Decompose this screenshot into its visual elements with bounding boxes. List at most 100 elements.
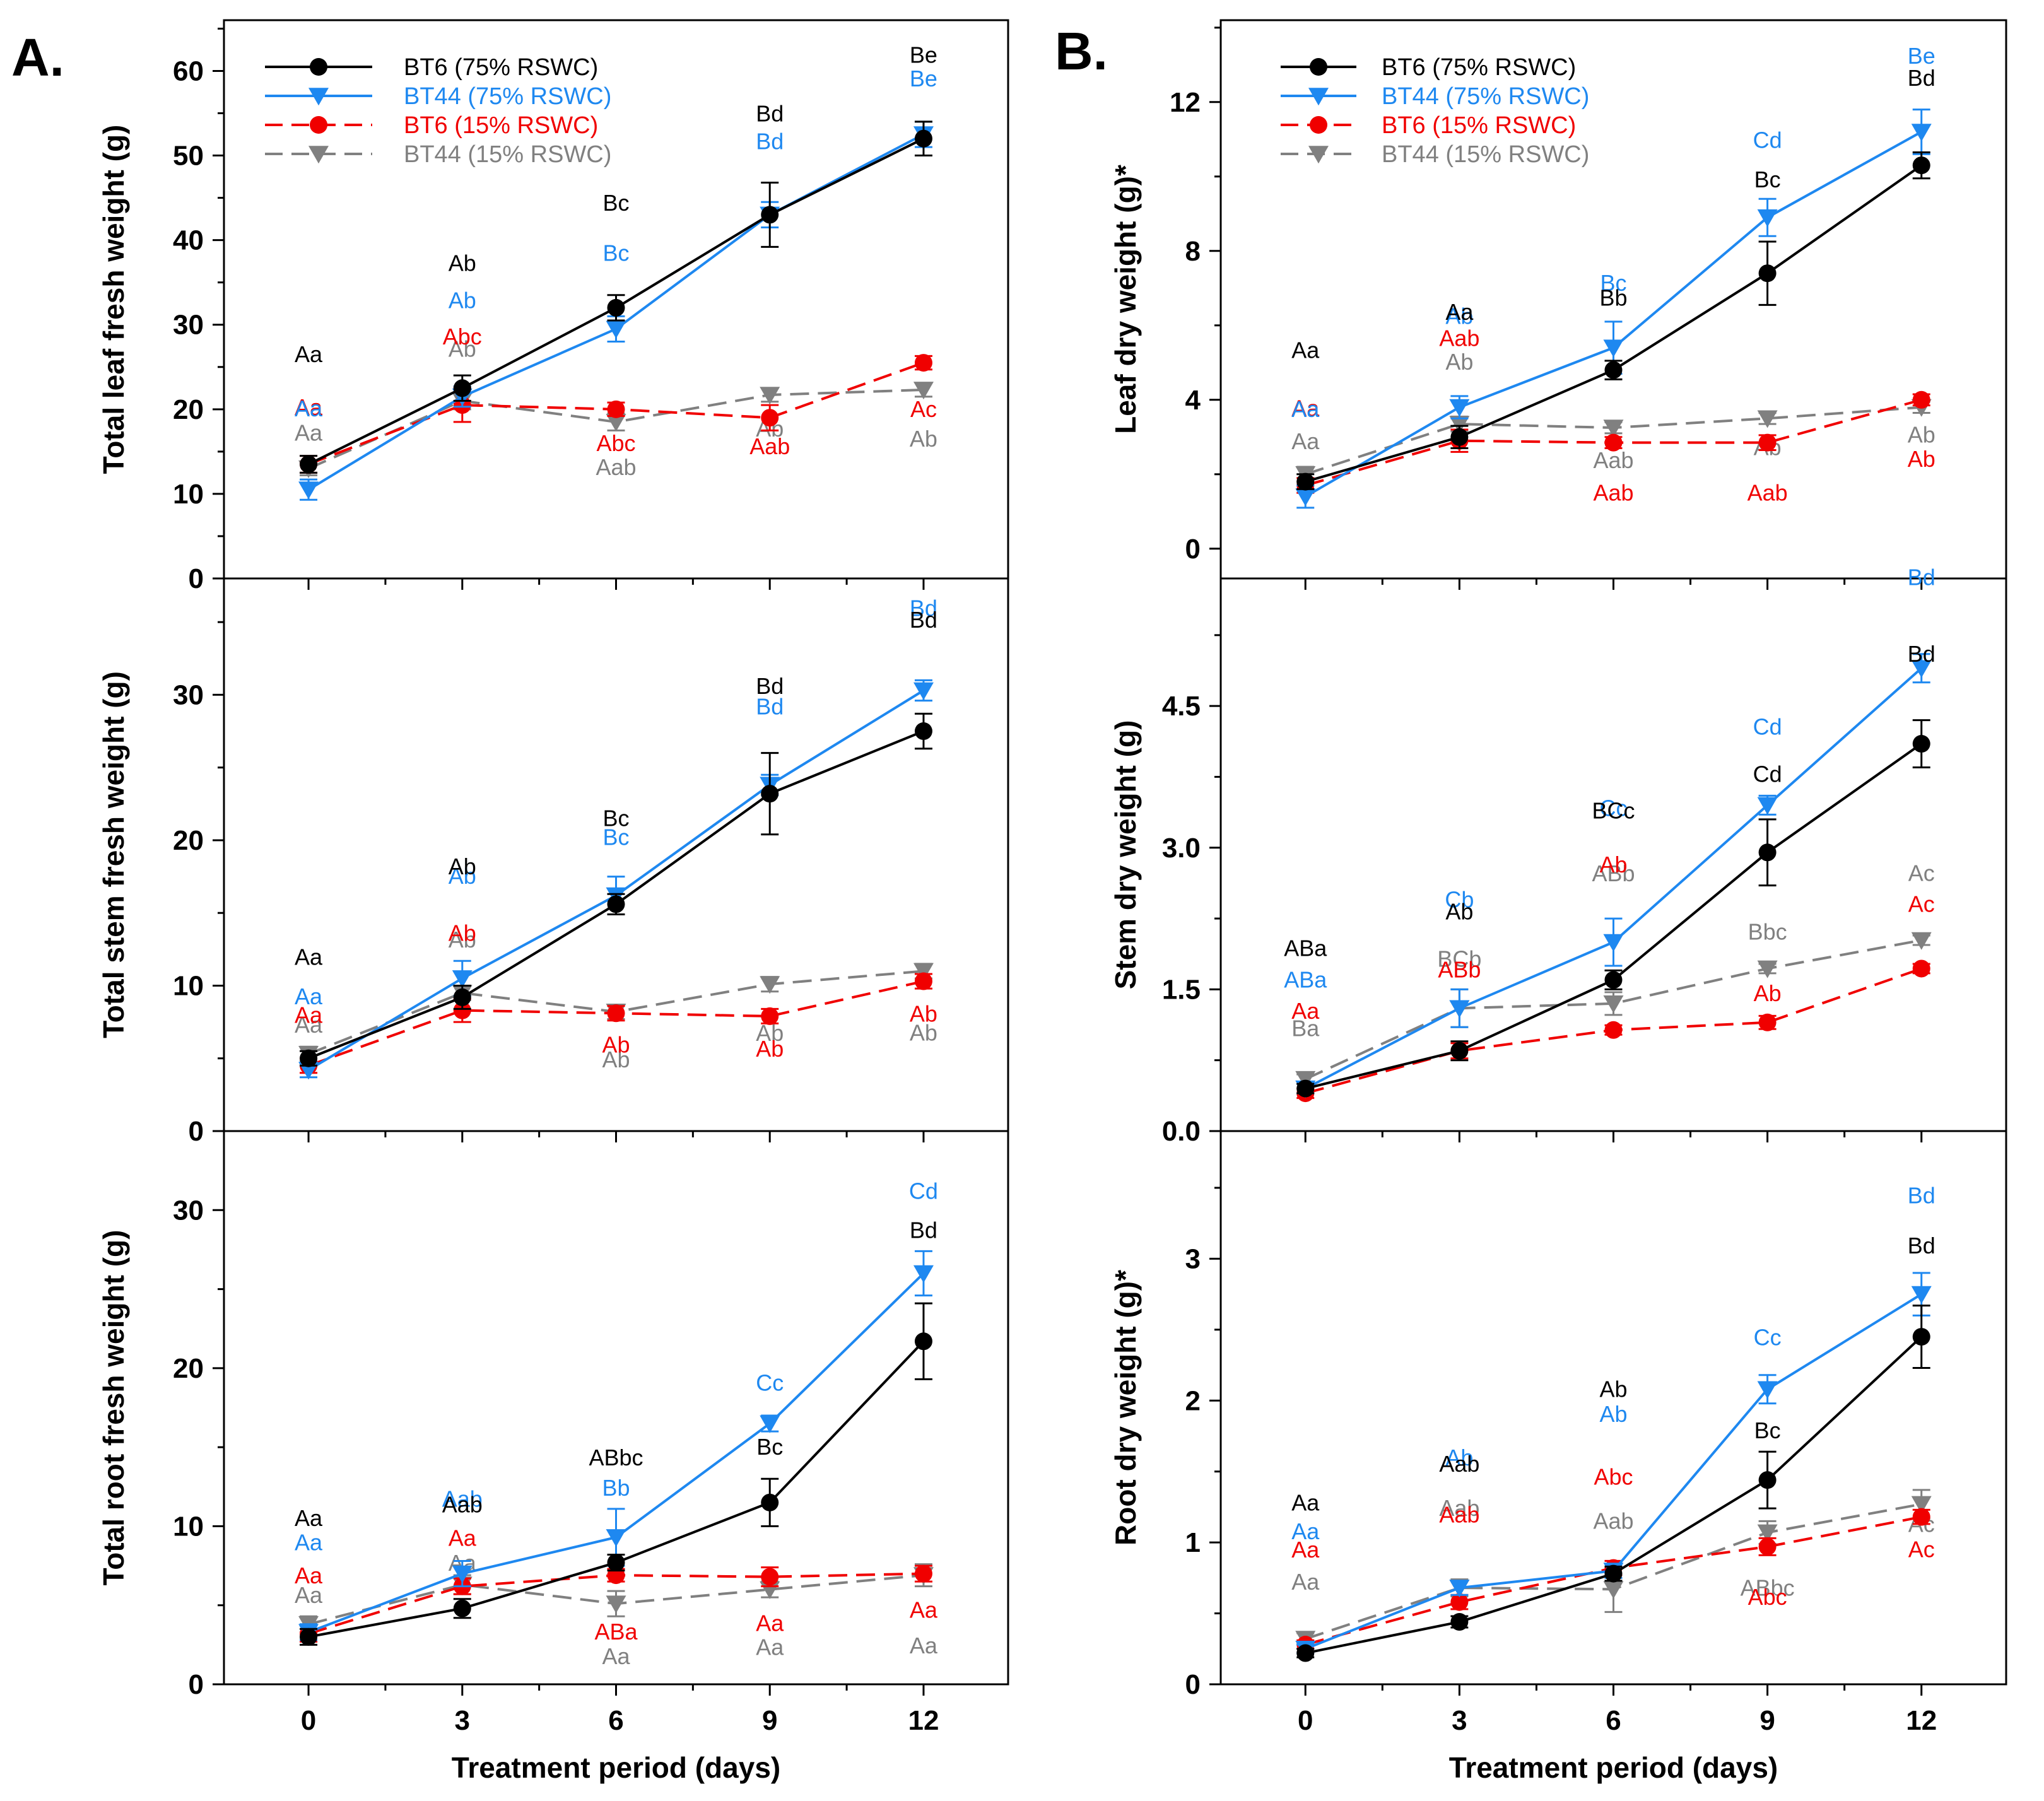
data-point: [1296, 472, 1315, 491]
significance-label: Cd: [909, 1178, 938, 1204]
significance-label: Ac: [1908, 1537, 1935, 1563]
significance-label: Aa: [295, 1002, 323, 1028]
data-point: [453, 988, 471, 1006]
significance-label: Cd: [1753, 761, 1782, 787]
data-point: [761, 1568, 779, 1586]
data-point: [1296, 1644, 1315, 1662]
significance-label: Bc: [602, 240, 629, 266]
legend: BT6 (75% RSWC)BT44 (75% RSWC)BT6 (15% RS…: [265, 54, 611, 168]
series-3: Aa Abc Abc Aab Ac: [295, 324, 937, 474]
significance-label: Aa: [910, 1633, 938, 1658]
significance-label: Ab: [449, 863, 476, 889]
chart-root-fresh: 0 10 20 30 0 3 6 9 12 Treatment period (days) Tota…: [97, 1130, 1009, 1784]
significance-label: Be: [910, 42, 937, 68]
significance-label: Aa: [1291, 337, 1320, 363]
significance-label: Bd: [756, 100, 784, 126]
significance-label: Ab: [602, 1047, 630, 1072]
legend-label: BT44 (75% RSWC): [1382, 83, 1589, 110]
significance-label: Aa: [295, 1582, 323, 1608]
data-point: [1450, 1041, 1469, 1060]
significance-label: Bb: [602, 1475, 630, 1501]
y-tick-label: 10: [173, 479, 204, 510]
significance-label: Aa: [910, 1597, 938, 1623]
significance-label: ABbc: [589, 1445, 643, 1470]
data-point: [1757, 797, 1778, 815]
data-point: [1757, 1381, 1778, 1399]
data-point: [1911, 1286, 1932, 1304]
data-point: [607, 298, 625, 317]
significance-label: Be: [1908, 43, 1935, 69]
data-point: [606, 320, 626, 339]
data-point: [914, 1332, 932, 1351]
data-point: [1758, 1471, 1777, 1489]
significance-label: Abc: [1594, 1464, 1633, 1490]
data-point: [1450, 1613, 1469, 1631]
data-point: [452, 970, 473, 988]
significance-label: Ab: [1908, 422, 1935, 448]
legend-label: BT44 (15% RSWC): [404, 141, 611, 168]
significance-label: Ba: [1291, 1016, 1320, 1041]
significance-label: Aa: [1291, 396, 1320, 422]
y-tick-label: 50: [173, 141, 204, 172]
data-point: [1603, 995, 1624, 1014]
y-tick-label: 60: [173, 56, 204, 86]
significance-label: Aab: [1439, 326, 1479, 351]
data-point: [1912, 1328, 1930, 1346]
data-point: [1757, 209, 1778, 227]
data-point: [453, 1599, 471, 1617]
significance-label: Aab: [1593, 1508, 1633, 1534]
y-tick-label: 20: [173, 825, 204, 856]
data-point: [1604, 1021, 1623, 1039]
y-tick-label: 10: [173, 1511, 204, 1542]
data-point: [761, 1493, 779, 1511]
significance-label: Bd: [756, 693, 784, 719]
data-point: [1604, 433, 1623, 452]
significance-label: Bc: [1754, 167, 1781, 192]
data-point: [1449, 1580, 1470, 1598]
data-point: [1758, 433, 1777, 452]
significance-label: Aa: [295, 1012, 323, 1038]
significance-label: Bd: [756, 673, 784, 699]
data-point: [300, 455, 318, 473]
legend-label: BT6 (15% RSWC): [404, 112, 598, 139]
legend-label: BT6 (15% RSWC): [1382, 112, 1576, 139]
significance-label: Aa: [1291, 1518, 1320, 1544]
significance-label: Ab: [1908, 446, 1935, 472]
data-point: [914, 972, 932, 990]
significance-label: Aab: [1439, 1502, 1479, 1528]
significance-label: ABb: [1592, 860, 1635, 886]
significance-label: Aab: [1593, 447, 1633, 473]
y-tick-label: 0: [189, 1669, 204, 1700]
data-point: [913, 963, 934, 981]
data-point: [1912, 735, 1930, 753]
significance-label: Ab: [449, 288, 476, 314]
y-tick-label: 0: [189, 563, 204, 594]
significance-label: Aab: [1593, 480, 1633, 506]
significance-label: ABa: [594, 1619, 638, 1645]
significance-label: Cb: [1445, 886, 1474, 912]
significance-label: Ab: [1599, 852, 1627, 877]
significance-label: Bd: [1908, 1183, 1935, 1209]
series-1: Aa Ab Bc Bd Be: [295, 42, 937, 474]
legend-marker: [308, 146, 329, 164]
data-point: [913, 1265, 934, 1283]
data-point: [761, 1007, 779, 1025]
y-tick-label: 0: [1185, 1669, 1201, 1700]
significance-label: Ab: [910, 1019, 937, 1045]
data-point: [1911, 932, 1932, 950]
significance-label: Ac: [910, 396, 937, 422]
data-point: [1758, 1537, 1777, 1556]
data-point: [1912, 390, 1930, 409]
series-3: Aa Aab Abc Abc Ac: [1291, 1464, 1935, 1654]
y-tick-label: 10: [173, 970, 204, 1001]
y-axis-title: Total root fresh weight (g): [97, 1230, 130, 1586]
panel-letter-a: A.: [11, 28, 64, 87]
legend-label: BT6 (75% RSWC): [1382, 54, 1576, 81]
